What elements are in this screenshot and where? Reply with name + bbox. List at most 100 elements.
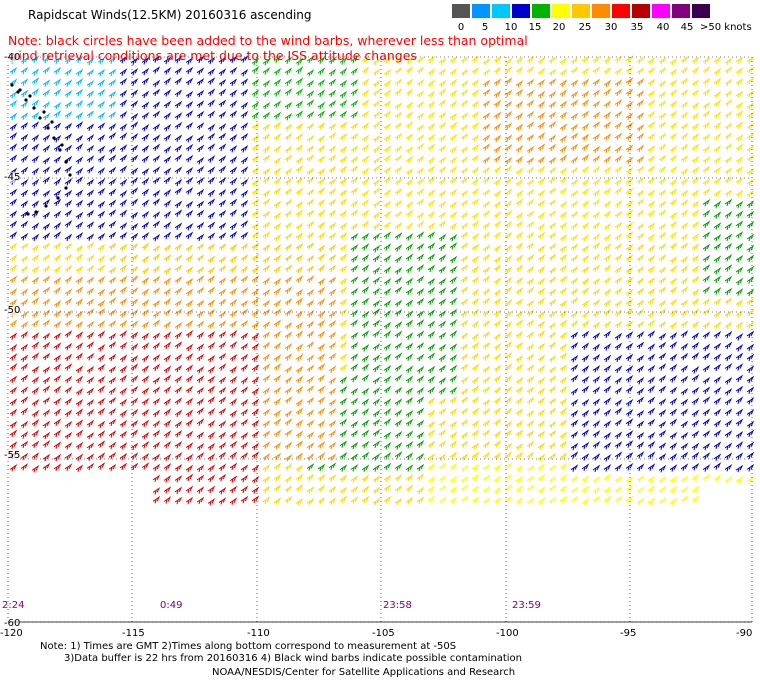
- wind-barb: [658, 143, 667, 151]
- wind-barb: [515, 56, 524, 65]
- colorbar-label: >50 knots: [700, 22, 752, 33]
- wind-barb: [97, 288, 106, 297]
- wind-barb: [251, 419, 260, 428]
- wind-barb: [559, 167, 568, 175]
- wind-barb: [284, 132, 293, 141]
- wind-barb: [691, 473, 700, 481]
- wind-barb: [647, 418, 656, 427]
- wind-barb: [735, 254, 744, 263]
- wind-barb: [724, 430, 733, 438]
- wind-barb: [482, 166, 491, 175]
- wind-barb: [669, 198, 678, 207]
- wind-barb: [64, 409, 73, 417]
- wind-barb: [526, 375, 535, 384]
- wind-barb: [570, 123, 579, 132]
- wind-barb: [218, 256, 227, 264]
- wind-barb: [53, 363, 62, 372]
- wind-barb: [86, 165, 95, 174]
- wind-barb: [405, 464, 414, 472]
- wind-barb: [680, 364, 689, 373]
- wind-barb: [570, 210, 579, 219]
- wind-barb: [218, 242, 227, 251]
- wind-barb: [680, 189, 689, 198]
- wind-barb: [361, 320, 370, 328]
- lon-label-110: -110: [247, 628, 270, 639]
- wind-barb: [394, 497, 403, 506]
- wind-barb: [383, 442, 392, 450]
- wind-barb: [218, 407, 227, 416]
- wind-barb: [537, 376, 546, 385]
- wind-barb: [658, 112, 667, 120]
- wind-barb: [86, 209, 95, 218]
- wind-barb: [537, 177, 546, 185]
- wind-barb: [86, 178, 95, 187]
- wind-barb: [680, 286, 689, 294]
- wind-barb: [196, 286, 205, 295]
- wind-barb: [317, 134, 326, 143]
- wind-barb: [625, 430, 634, 438]
- wind-barb: [141, 321, 150, 329]
- wind-barb: [702, 165, 711, 174]
- wind-barb: [75, 419, 84, 427]
- wind-barb: [361, 419, 370, 428]
- wind-barb: [405, 222, 414, 230]
- wind-barb: [548, 111, 557, 119]
- wind-barb: [691, 485, 700, 494]
- wind-barb: [273, 100, 282, 108]
- wind-barb: [196, 486, 205, 494]
- wind-barb: [383, 166, 392, 175]
- wind-barb: [636, 431, 645, 440]
- wind-barb: [526, 497, 535, 505]
- wind-barb: [229, 440, 238, 449]
- wind-barb: [295, 375, 304, 384]
- wind-barb: [372, 287, 381, 296]
- wind-barb: [361, 429, 370, 438]
- wind-barb: [746, 233, 755, 242]
- wind-barb: [581, 277, 590, 286]
- wind-barb: [75, 221, 84, 230]
- wind-barb: [361, 134, 370, 143]
- wind-barb: [383, 364, 392, 373]
- wind-barb: [625, 308, 634, 316]
- wind-barb: [251, 209, 260, 218]
- wind-barb: [504, 341, 513, 349]
- wind-barb: [438, 474, 447, 483]
- wind-barb: [537, 244, 546, 253]
- wind-barb: [295, 497, 304, 506]
- wind-barb: [317, 298, 326, 306]
- wind-barb: [735, 56, 744, 64]
- wind-barb: [416, 188, 425, 196]
- wind-barb: [251, 321, 260, 330]
- wind-barb: [218, 451, 227, 460]
- wind-barb: [669, 321, 678, 330]
- wind-barb: [64, 353, 73, 362]
- wind-barb: [240, 376, 249, 385]
- wind-barb: [405, 473, 414, 482]
- wind-barb: [141, 242, 150, 251]
- wind-barb: [504, 200, 513, 208]
- wind-barb: [339, 189, 348, 197]
- wind-barb: [680, 122, 689, 131]
- wind-barb: [526, 343, 535, 351]
- wind-barb: [152, 474, 161, 483]
- wind-barb: [482, 297, 491, 305]
- wind-barb: [273, 254, 282, 263]
- wind-barb: [328, 56, 337, 65]
- wind-barb: [42, 101, 51, 109]
- wind-barb: [669, 442, 678, 450]
- wind-barb: [361, 122, 370, 130]
- wind-barb: [218, 143, 227, 151]
- wind-barb: [262, 353, 271, 362]
- wind-barb: [350, 200, 359, 208]
- wind-barb: [394, 342, 403, 350]
- wind-barb: [64, 275, 73, 284]
- wind-barb: [526, 386, 535, 395]
- wind-barb: [86, 68, 95, 77]
- wind-barb: [163, 112, 172, 120]
- wind-barb: [614, 299, 623, 308]
- wind-barb: [196, 496, 205, 505]
- wind-barb: [372, 178, 381, 187]
- wind-barb: [416, 330, 425, 339]
- wind-barb: [526, 166, 535, 175]
